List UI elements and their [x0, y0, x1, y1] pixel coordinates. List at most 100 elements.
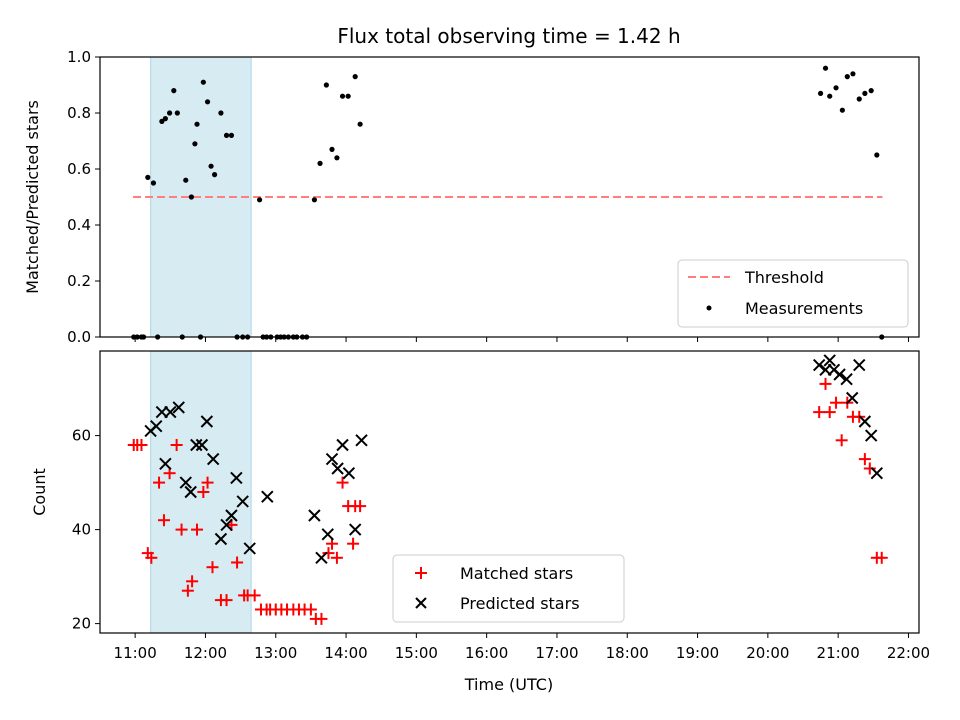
matched-star-point	[863, 462, 876, 475]
matched-star-point	[819, 377, 832, 390]
legend-measurements-label: Measurements	[745, 299, 863, 318]
matched-star-point	[330, 551, 343, 564]
matched-star-point	[835, 434, 848, 447]
predicted-star-point	[190, 438, 203, 452]
matched-star-point	[354, 500, 367, 513]
ratio-x-axis-ticks	[134, 337, 909, 342]
matched-star-point	[304, 603, 317, 616]
matched-star-point	[145, 551, 158, 564]
predicted-star-point	[230, 471, 243, 485]
matched-star-point	[181, 584, 194, 597]
ratio-y-tick-label: 0.8	[67, 104, 91, 122]
predicted-star-point	[355, 434, 368, 447]
matched-star-point	[175, 523, 188, 536]
predicted-star-point	[840, 372, 853, 386]
x-tick-label: 11:00	[114, 644, 157, 662]
matched-star-point	[197, 486, 210, 498]
matched-star-point	[206, 561, 219, 574]
ratio-plot-frame	[99, 56, 920, 338]
x-tick-label: 21:00	[817, 644, 860, 662]
measurement-point	[174, 110, 180, 116]
x-tick-label: 20:00	[746, 644, 789, 662]
predicted-star-point	[315, 551, 328, 565]
ratio-legend-box	[677, 259, 909, 328]
measurement-point	[329, 146, 335, 152]
predicted-star-point	[308, 509, 321, 522]
measurement-point	[200, 79, 206, 85]
legend-threshold-label: Threshold	[744, 268, 824, 287]
measurement-point	[345, 93, 351, 99]
legend-matched-label: Matched stars	[460, 564, 573, 583]
predicted-star-point	[321, 528, 334, 541]
measurement-point	[159, 118, 165, 124]
measurement-point	[833, 85, 839, 91]
x-tick-label: 13:00	[254, 644, 297, 662]
measurement-point	[334, 155, 340, 161]
x-tick-label: 22:00	[887, 644, 930, 662]
count-panel: 20 40 60 11:00 12:00 13:00 14:00 15:00 16:00 17:…	[30, 350, 930, 694]
ratio-y-tick-label: 0.0	[67, 328, 91, 346]
matched-star-point	[813, 406, 826, 419]
predicted-star-point	[225, 509, 238, 522]
matched-star-point	[220, 594, 233, 607]
measurement-point	[194, 121, 200, 127]
x-tick-label: 12:00	[184, 644, 227, 662]
measurement-point	[352, 74, 358, 80]
x-tick-label: 18:00	[606, 644, 649, 662]
measurement-point	[339, 93, 346, 99]
ratio-y-axis-ticks: 0.0 0.2 0.4 0.6 0.8 1.0	[67, 48, 100, 346]
predicted-star-point	[150, 419, 163, 433]
measurement-point	[827, 93, 833, 99]
matched-star-point	[135, 439, 148, 451]
matched-star-point	[315, 612, 328, 625]
count-y-tick-label: 40	[72, 521, 91, 539]
count-y-tick-label: 60	[72, 427, 91, 445]
predicted-star-point	[172, 401, 185, 414]
legend-matched-swatch	[415, 567, 427, 579]
predicted-star-point	[864, 429, 878, 442]
matched-star-point	[823, 406, 836, 419]
x-tick-label: 15:00	[395, 644, 438, 662]
predicted-star-point	[858, 415, 872, 428]
measurement-point	[311, 197, 318, 203]
legend-measurements-swatch	[706, 305, 712, 311]
ratio-legend: Threshold Measurements	[677, 259, 909, 328]
measurement-point	[868, 88, 874, 94]
x-tick-label: 19:00	[676, 644, 719, 662]
predicted-star-point	[179, 476, 192, 489]
legend-predicted-label: Predicted stars	[460, 594, 580, 613]
predicted-star-point	[331, 462, 344, 475]
x-axis-label: Time (UTC)	[464, 675, 553, 694]
predicted-star-point	[870, 466, 884, 480]
x-tick-label: 14:00	[324, 644, 367, 662]
count-y-axis-label: Count	[30, 468, 49, 516]
predicted-star-point	[200, 415, 214, 428]
matched-star-point	[231, 556, 244, 569]
predicted-star-point	[261, 490, 274, 503]
predicted-star-point	[325, 452, 339, 466]
predicted-star-point	[159, 457, 172, 471]
measurement-point	[850, 71, 856, 77]
measurement-point	[150, 180, 157, 186]
measurement-point	[256, 197, 263, 203]
measurement-point	[317, 160, 323, 166]
predicted-star-point	[342, 466, 356, 480]
matched-star-point	[153, 476, 166, 489]
measurement-point	[192, 141, 198, 147]
predicted-star-point	[833, 368, 846, 381]
matched-star-point	[322, 547, 335, 560]
count-legend: Matched stars Predicted stars	[392, 554, 625, 623]
matched-star-point	[191, 523, 204, 536]
measurement-point	[323, 82, 329, 88]
predicted-star-point	[206, 452, 220, 466]
chart-title: Flux total observing time = 1.42 h	[337, 24, 680, 48]
measurement-point	[817, 90, 824, 96]
measurement-point	[874, 152, 880, 158]
matched-star-point	[186, 575, 199, 588]
measurement-point	[145, 174, 151, 180]
measurement-point	[188, 194, 194, 200]
ratio-y-tick-label: 0.4	[67, 216, 91, 234]
matched-star-point	[347, 537, 360, 550]
matched-star-point	[157, 514, 170, 527]
